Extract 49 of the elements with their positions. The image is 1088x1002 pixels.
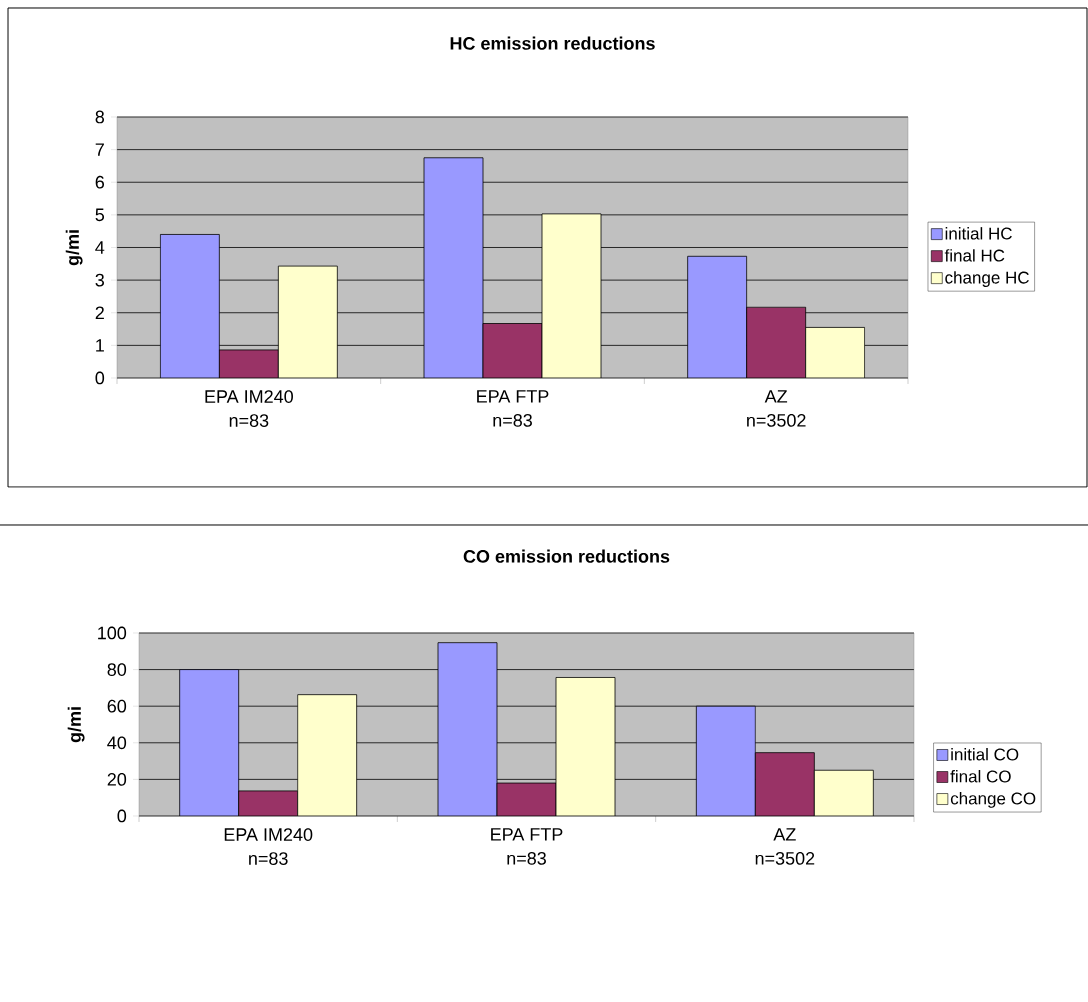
y-tick-label: 20 bbox=[107, 773, 127, 786]
text: n=83 bbox=[229, 414, 269, 427]
y-tick-label: 2 bbox=[95, 306, 104, 320]
legend-label: initial CO bbox=[951, 748, 1019, 761]
y-tick-label: 100 bbox=[98, 626, 127, 640]
bar bbox=[746, 306, 807, 378]
y-tick-label: 8 bbox=[95, 110, 105, 124]
y-tick-label: 1 bbox=[96, 339, 104, 352]
y-axis-title: g/mi bbox=[67, 707, 85, 743]
legend-label: change CO bbox=[950, 792, 1036, 808]
x-tick-label: EPA FTP bbox=[491, 828, 563, 841]
y-tick-label: 0 bbox=[117, 809, 127, 823]
x-tick-label: AZ bbox=[764, 390, 788, 403]
x-tick-label: EPA IM240 bbox=[224, 828, 313, 841]
bar bbox=[277, 265, 338, 378]
bar bbox=[687, 255, 748, 378]
bar bbox=[179, 669, 240, 816]
bar bbox=[805, 327, 866, 378]
text: n=3502 bbox=[747, 413, 806, 427]
bar bbox=[159, 234, 220, 378]
y-tick-label: 0 bbox=[95, 371, 105, 385]
x-tick-label: EPA IM240 bbox=[205, 390, 293, 403]
y-tick-label: 3 bbox=[95, 273, 105, 287]
x-tick-label: AZ bbox=[773, 828, 796, 841]
bar bbox=[423, 157, 484, 378]
y-tick-label: 80 bbox=[107, 663, 127, 676]
y-axis-title: g/mi bbox=[65, 230, 83, 266]
y-tick-label: 60 bbox=[107, 699, 127, 713]
y-tick-label: 7 bbox=[95, 143, 104, 156]
legend-label: final HC bbox=[944, 249, 1005, 262]
bar bbox=[541, 213, 602, 378]
y-tick-label: 4 bbox=[95, 241, 105, 254]
y-tick-label: 5 bbox=[95, 208, 105, 222]
x-tick-label: EPA FTP bbox=[477, 390, 549, 403]
bar bbox=[695, 705, 756, 816]
text: n=83 bbox=[507, 851, 546, 865]
bar bbox=[437, 642, 498, 816]
legend-label: change HC bbox=[945, 271, 1029, 287]
text: n=83 bbox=[493, 413, 532, 427]
y-tick-label: 40 bbox=[107, 736, 127, 750]
legend-label: final CO bbox=[950, 770, 1011, 783]
legend-label: initial HC bbox=[945, 227, 1012, 240]
bar bbox=[218, 349, 279, 378]
bar bbox=[482, 323, 543, 378]
text: n=83 bbox=[249, 852, 288, 865]
text: n=3502 bbox=[755, 851, 815, 865]
chart-title: HC emission reductions bbox=[450, 36, 655, 50]
y-tick-label: 6 bbox=[95, 175, 105, 189]
chart-title: CO emission reductions bbox=[463, 549, 670, 563]
